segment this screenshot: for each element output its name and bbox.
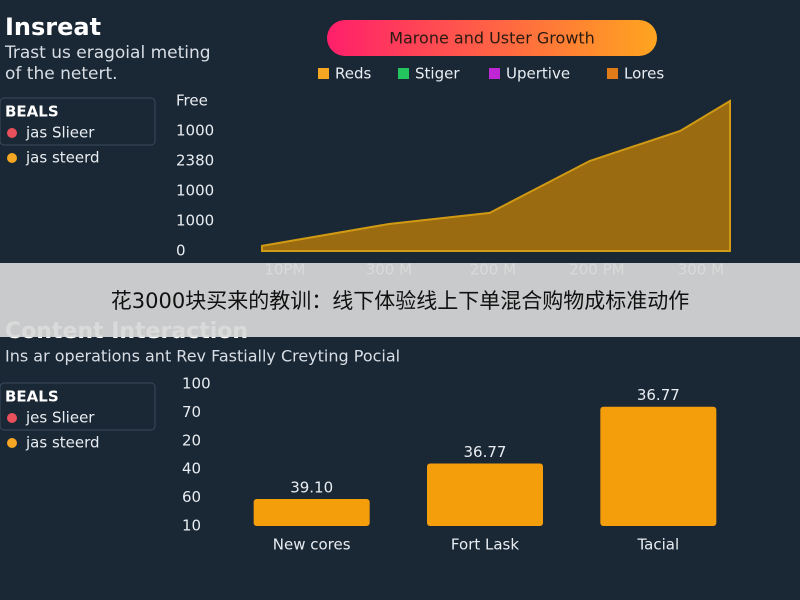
y-tick-label: Free [176,92,208,110]
y-tick-label: 60 [182,488,201,506]
subtitle: of the netert. [5,64,118,84]
sidebar-item[interactable]: jas Slieer [25,124,95,142]
sidebar-item[interactable]: jas steerd [25,149,100,167]
y-tick-label: 2380 [176,152,214,170]
legend-label: Stiger [415,65,460,83]
x-tick-label: New cores [273,536,351,554]
y-tick-label: 1000 [176,212,214,230]
y-tick-label: 100 [182,375,211,393]
bar [600,406,717,526]
legend-swatch [607,68,618,79]
x-tick-label: Tacial [637,536,680,554]
y-tick-label: 70 [182,403,201,421]
icon [7,438,17,448]
y-tick-label: 0 [176,242,186,260]
legend-label: Lores [624,65,664,83]
y-tick-label: 40 [182,460,201,478]
legend-swatch [489,68,500,79]
bar-annotation: 39.10 [290,479,333,497]
icon [7,128,17,138]
legend-swatch [318,68,329,79]
x-tick-label: Fort Lask [451,536,519,554]
y-tick-label: 20 [182,431,201,449]
sidebar-item[interactable]: jas steerd [25,434,100,452]
bar-annotation: 36.77 [637,386,680,404]
charts: Reds Stiger Upertive Lores 0 1000 1000 2380 1000… [176,65,731,554]
sidebar-box [0,382,156,431]
banner-text: 花3000块买来的教训：线下体验线上下单混合购物成标准动作 [111,289,689,313]
icon [7,153,17,163]
sidebar-box [0,97,156,146]
chart-title-pill [327,20,657,56]
page-title: Insreat [5,13,101,41]
legend-label: Upertive [506,65,570,83]
icon [7,413,17,423]
sidebar-heading: BEALS [5,103,59,121]
sidebar-heading: BEALS [5,388,59,406]
bar [427,463,543,526]
y-tick-label: 1000 [176,182,214,200]
legend-label: Reds [335,65,371,83]
y-tick-label: 1000 [176,122,214,140]
chart-title: Marone and Uster Growth [389,29,595,48]
sidebar-item[interactable]: jes Slieer [25,409,95,427]
area [261,99,731,252]
subtitle: Trast us eragoial meting [4,43,211,63]
legend-swatch [398,68,409,79]
banner [0,263,800,337]
bar [253,499,370,526]
y-tick-label: 10 [182,517,201,535]
section-subtitle: Ins ar operations ant Rev Fastially Crey… [5,347,400,366]
bar-annotation: 36.77 [464,443,507,461]
